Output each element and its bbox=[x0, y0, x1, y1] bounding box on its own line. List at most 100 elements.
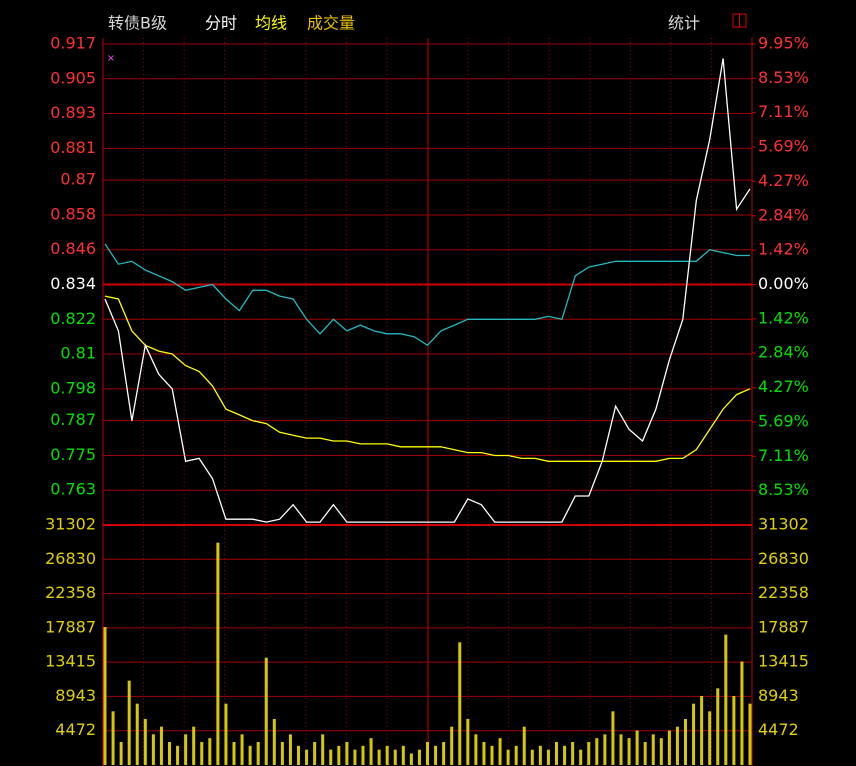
volume-tick-label-right: 26830 bbox=[758, 549, 809, 568]
volume-tick-label: 17887 bbox=[45, 617, 96, 636]
volume-bar bbox=[288, 734, 292, 765]
volume-bar bbox=[426, 741, 429, 765]
volume-bar bbox=[587, 741, 591, 765]
volume-bar bbox=[184, 734, 188, 765]
volume-bar bbox=[111, 711, 115, 765]
volume-tick-label: 4472 bbox=[55, 720, 96, 739]
volume-bar bbox=[619, 734, 623, 765]
y2-tick-label: 8.53% bbox=[758, 68, 809, 87]
volume-bar bbox=[103, 626, 107, 765]
y2-tick-label: 1.42% bbox=[758, 308, 809, 327]
volume-bar bbox=[119, 741, 123, 765]
volume-bar bbox=[248, 745, 252, 765]
volume-bar bbox=[530, 749, 534, 765]
y2-tick-label: 1.42% bbox=[758, 240, 809, 259]
volume-tick-label: 8943 bbox=[55, 686, 96, 705]
volume-bar bbox=[127, 680, 131, 765]
volume-bar bbox=[135, 703, 139, 765]
volume-bar bbox=[200, 741, 204, 765]
volume-bar bbox=[224, 703, 228, 765]
volume-bar bbox=[208, 738, 212, 765]
volume-bar bbox=[369, 738, 373, 765]
volume-bar bbox=[264, 657, 268, 765]
y-tick-label: 0.787 bbox=[50, 410, 96, 429]
volume-tick-label: 31302 bbox=[45, 515, 96, 534]
volume-tick-label: 26830 bbox=[45, 549, 96, 568]
volume-bar bbox=[659, 738, 663, 765]
tab-label[interactable]: 均线 bbox=[255, 14, 287, 33]
volume-bar bbox=[434, 745, 438, 765]
price-line bbox=[104, 58, 751, 523]
volume-bar bbox=[401, 745, 405, 765]
volume-tick-label: 13415 bbox=[45, 652, 96, 671]
volume-bar bbox=[651, 734, 655, 765]
price-line bbox=[104, 243, 750, 347]
volume-tick-label-right: 31302 bbox=[758, 515, 809, 534]
stats-button[interactable]: 统计 bbox=[668, 14, 700, 33]
volume-bar bbox=[329, 749, 333, 765]
volume-bar bbox=[353, 749, 357, 765]
volume-bar bbox=[643, 741, 647, 765]
volume-bar bbox=[159, 726, 163, 765]
volume-bar bbox=[361, 745, 365, 765]
volume-tick-label-right: 8943 bbox=[758, 686, 799, 705]
volume-bar bbox=[538, 745, 542, 765]
y2-tick-label: 4.27% bbox=[758, 171, 809, 190]
volume-bar bbox=[667, 730, 671, 765]
volume-bar bbox=[595, 738, 599, 765]
volume-bar bbox=[409, 753, 413, 765]
y2-tick-label: 0.00% bbox=[758, 274, 809, 293]
volume-bar bbox=[635, 730, 639, 765]
y-tick-label: 0.905 bbox=[50, 68, 96, 87]
y2-tick-label: 5.69% bbox=[758, 136, 809, 155]
volume-bar bbox=[256, 741, 260, 765]
volume-bar bbox=[563, 745, 567, 765]
volume-bar bbox=[490, 745, 494, 765]
volume-bar bbox=[176, 745, 180, 765]
tab-label[interactable]: 成交量 bbox=[307, 14, 355, 33]
volume-tick-label-right: 4472 bbox=[758, 720, 799, 739]
volume-bar bbox=[498, 738, 502, 765]
y-tick-label: 0.858 bbox=[50, 204, 96, 223]
volume-bar bbox=[232, 741, 236, 765]
y-tick-label: 0.775 bbox=[50, 445, 96, 464]
y2-tick-label: 7.11% bbox=[758, 102, 809, 121]
y2-tick-label: 5.69% bbox=[758, 412, 809, 431]
volume-tick-label-right: 17887 bbox=[758, 617, 809, 636]
volume-bar bbox=[692, 703, 696, 765]
volume-bar bbox=[450, 726, 454, 765]
volume-bar bbox=[748, 703, 752, 765]
volume-bar bbox=[385, 745, 389, 765]
volume-bar bbox=[740, 661, 744, 765]
y2-tick-label: 8.53% bbox=[758, 480, 809, 499]
volume-bar bbox=[514, 745, 518, 765]
volume-bar bbox=[393, 749, 397, 765]
vertical-grid bbox=[143, 38, 712, 766]
y-tick-label: 0.822 bbox=[50, 309, 96, 328]
volume-bar bbox=[466, 718, 470, 765]
volume-bar bbox=[708, 711, 712, 765]
volume-bar bbox=[321, 734, 325, 765]
volume-bar bbox=[417, 749, 421, 765]
tab-label[interactable]: 分时 bbox=[205, 14, 237, 33]
y-tick-label: 0.893 bbox=[50, 103, 96, 122]
y-tick-label: 0.834 bbox=[50, 274, 96, 293]
price-line bbox=[104, 295, 751, 462]
volume-bar bbox=[313, 741, 317, 765]
volume-bar bbox=[305, 749, 309, 765]
y-tick-label: 0.87 bbox=[60, 170, 96, 189]
volume-bar bbox=[716, 688, 720, 765]
volume-tick-label-right: 13415 bbox=[758, 652, 809, 671]
volume-bar bbox=[603, 734, 607, 765]
y2-tick-label: 2.84% bbox=[758, 343, 809, 362]
volume-bar bbox=[345, 741, 349, 765]
volume-bar bbox=[297, 745, 300, 765]
volume-bar bbox=[192, 726, 196, 765]
y2-tick-label: 2.84% bbox=[758, 205, 809, 224]
volume-bar bbox=[700, 695, 704, 765]
volume-bar bbox=[240, 734, 244, 765]
volume-bar bbox=[168, 741, 171, 765]
y-tick-label: 0.846 bbox=[50, 239, 96, 258]
volume-bar bbox=[684, 718, 687, 765]
